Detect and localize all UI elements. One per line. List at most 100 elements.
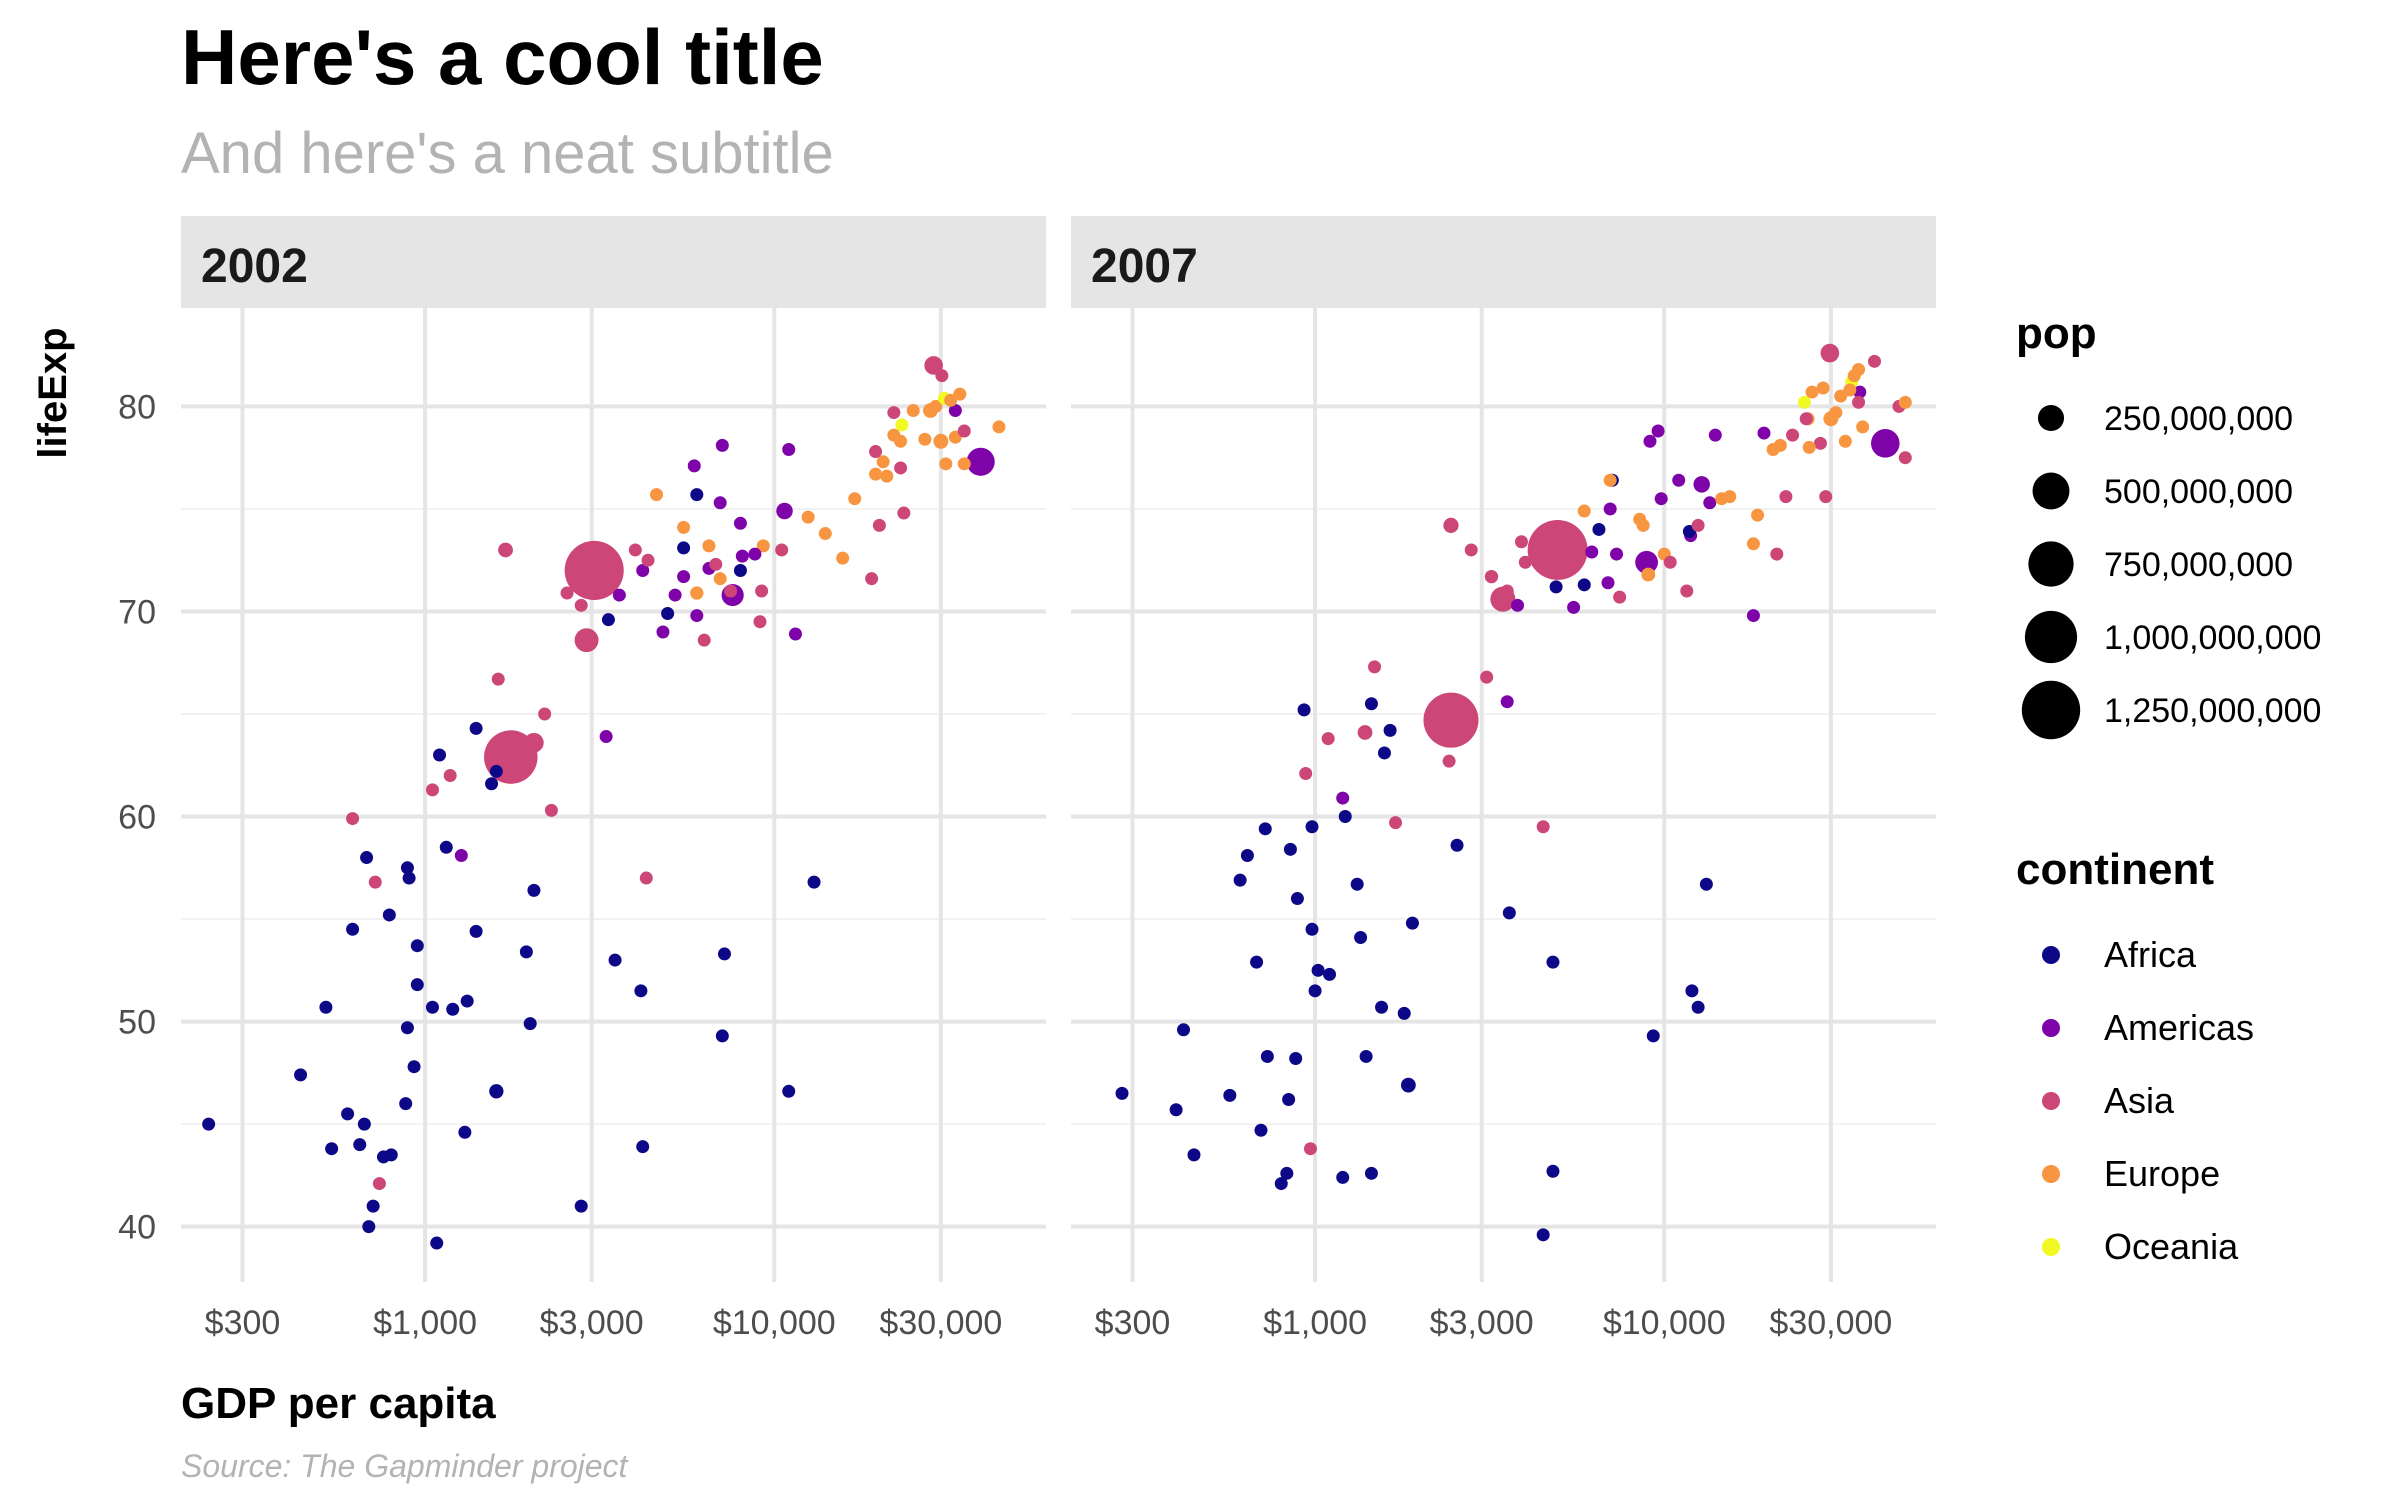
data-point	[362, 1220, 376, 1234]
data-point	[1282, 1093, 1296, 1107]
data-point	[876, 455, 890, 469]
data-point	[523, 1017, 537, 1031]
panel-2002: 2002 $300 $1,000 $3,000 $10,000 $30,000	[181, 216, 1046, 1342]
x-tick-label: $3,000	[540, 1304, 644, 1342]
y-tick-label: 70	[118, 593, 156, 631]
data-point	[1336, 791, 1350, 805]
color-legend-key	[2042, 1092, 2060, 1110]
data-point	[1779, 490, 1793, 504]
data-point	[1177, 1023, 1191, 1037]
data-point	[641, 553, 655, 567]
data-point	[713, 496, 727, 510]
data-point	[1567, 600, 1581, 614]
data-point	[1838, 434, 1852, 448]
x-ticks-2007: $300 $1,000 $3,000 $10,000 $30,000	[1095, 1304, 1893, 1342]
data-point	[1536, 820, 1550, 834]
data-point	[628, 543, 642, 557]
data-point	[357, 1117, 371, 1131]
data-point	[1829, 406, 1843, 420]
data-point	[544, 803, 558, 817]
data-point	[836, 551, 850, 565]
data-point	[1577, 504, 1591, 518]
data-point	[400, 861, 414, 875]
data-point	[599, 730, 613, 744]
data-point	[376, 1150, 390, 1164]
data-point	[1643, 434, 1657, 448]
data-point	[366, 1199, 380, 1213]
data-point	[1751, 508, 1765, 522]
data-point	[1672, 473, 1686, 487]
data-point	[360, 851, 374, 865]
data-point	[753, 615, 767, 629]
data-point	[1240, 848, 1254, 862]
data-point	[715, 1029, 729, 1043]
size-legend-key	[2021, 680, 2081, 740]
data-point	[1442, 754, 1456, 768]
data-point	[608, 953, 622, 967]
data-point	[1699, 877, 1713, 891]
data-point	[1546, 955, 1560, 969]
data-point	[1770, 547, 1784, 561]
data-point	[1280, 1166, 1294, 1180]
color-legend-label: Europe	[2104, 1153, 2220, 1194]
data-point	[1585, 545, 1599, 559]
data-point	[636, 563, 650, 577]
data-point	[1375, 1000, 1389, 1014]
data-point	[407, 1060, 421, 1074]
data-point	[1813, 436, 1827, 450]
data-point	[1691, 1000, 1705, 1014]
data-point	[894, 461, 908, 475]
data-point	[469, 721, 483, 735]
data-point	[202, 1117, 216, 1131]
data-point	[1856, 420, 1870, 434]
data-point	[524, 732, 544, 753]
data-point	[1397, 1006, 1411, 1020]
data-point	[733, 516, 747, 530]
data-point	[1663, 555, 1677, 569]
color-legend-key	[2042, 1019, 2060, 1037]
color-legend-label: Americas	[2104, 1007, 2254, 1048]
data-point	[560, 586, 574, 600]
data-point	[717, 947, 731, 961]
data-point	[1258, 822, 1272, 836]
panel-2007: 2007 $300 $1,000 $3,000 $10,000 $30,000	[1071, 216, 1936, 1342]
data-point	[887, 428, 901, 442]
data-point	[661, 607, 675, 621]
data-point	[1654, 492, 1668, 506]
data-point	[935, 369, 949, 383]
panel-strip-2002	[181, 216, 1046, 308]
panel-label-2002: 2002	[201, 240, 308, 293]
data-point	[1423, 692, 1479, 748]
data-point	[1405, 916, 1419, 930]
data-point	[341, 1107, 355, 1121]
data-point	[1400, 1077, 1416, 1093]
data-point	[294, 1068, 308, 1082]
data-point	[1577, 578, 1591, 592]
data-point	[1511, 598, 1525, 612]
data-point	[1613, 590, 1627, 604]
size-legend-label: 1,250,000,000	[2104, 692, 2321, 730]
size-legend-key	[2037, 404, 2065, 432]
data-point	[1308, 984, 1322, 998]
x-tick-label: $300	[1095, 1304, 1171, 1342]
data-point	[897, 506, 911, 520]
data-point	[1290, 892, 1304, 906]
data-point	[1898, 451, 1912, 465]
data-point	[400, 1021, 414, 1035]
data-point	[430, 1236, 444, 1250]
data-point	[368, 875, 382, 889]
data-point	[1773, 438, 1787, 452]
data-point	[776, 502, 793, 520]
data-point	[1484, 569, 1499, 584]
color-legend-label: Africa	[2104, 934, 2197, 975]
data-point	[1870, 429, 1900, 458]
grid-2007	[1071, 308, 1936, 1282]
data-point	[1250, 955, 1264, 969]
data-point	[715, 438, 729, 452]
data-point	[527, 883, 541, 897]
data-point	[636, 1140, 650, 1154]
x-tick-label: $3,000	[1430, 1304, 1534, 1342]
y-tick-label: 80	[118, 388, 156, 426]
data-point	[1549, 580, 1563, 594]
data-point	[1646, 1029, 1660, 1043]
